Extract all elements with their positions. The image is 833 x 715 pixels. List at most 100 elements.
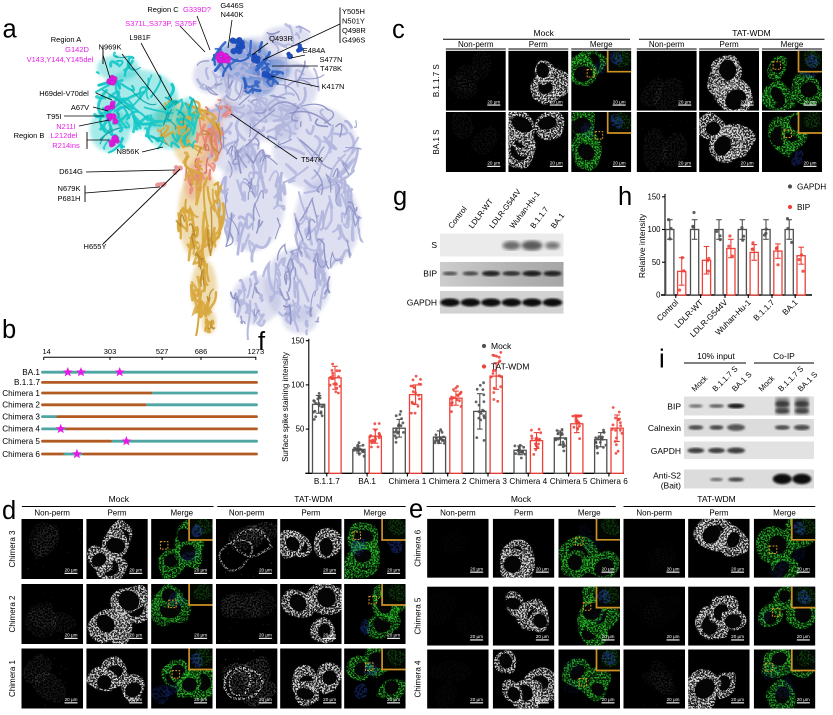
svg-text:20 μm: 20 μm <box>470 634 483 639</box>
svg-text:Mock: Mock <box>491 341 512 351</box>
svg-text:Non-perm: Non-perm <box>636 508 672 517</box>
svg-text:b: b <box>2 316 16 344</box>
svg-text:20 μm: 20 μm <box>259 568 272 573</box>
svg-text:Perm: Perm <box>107 508 126 517</box>
svg-text:20 μm: 20 μm <box>667 566 680 571</box>
svg-text:20 μm: 20 μm <box>470 566 483 571</box>
svg-text:Region C: Region C <box>147 5 179 14</box>
svg-text:P681H: P681H <box>58 194 81 203</box>
svg-text:20 μm: 20 μm <box>797 566 810 571</box>
svg-text:Non-perm: Non-perm <box>34 508 70 517</box>
svg-text:Merge: Merge <box>781 40 804 49</box>
svg-text:GAPDH: GAPDH <box>407 298 437 308</box>
svg-text:f: f <box>258 328 266 356</box>
svg-text:Chimera 2: Chimera 2 <box>429 477 467 486</box>
svg-text:50: 50 <box>652 258 661 267</box>
svg-text:20 μm: 20 μm <box>129 697 142 702</box>
svg-text:N501Y: N501Y <box>342 17 365 26</box>
svg-text:20 μm: 20 μm <box>731 634 744 639</box>
svg-text:D614G: D614G <box>59 167 83 176</box>
svg-text:20 μm: 20 μm <box>797 697 810 702</box>
svg-text:Chimera 6: Chimera 6 <box>2 450 40 459</box>
svg-text:20 μm: 20 μm <box>602 566 615 571</box>
svg-text:20 μm: 20 μm <box>65 568 78 573</box>
svg-text:20 μm: 20 μm <box>194 568 207 573</box>
svg-text:20 μm: 20 μm <box>470 697 483 702</box>
svg-text:S: S <box>431 240 437 250</box>
svg-text:Q498R: Q498R <box>342 26 366 35</box>
svg-text:20 μm: 20 μm <box>536 566 549 571</box>
svg-text:Perm: Perm <box>514 508 533 517</box>
svg-text:150: 150 <box>647 192 661 201</box>
svg-text:20 μm: 20 μm <box>323 568 336 573</box>
svg-text:20 μm: 20 μm <box>804 99 817 104</box>
svg-text:20 μm: 20 μm <box>387 633 400 638</box>
svg-text:20 μm: 20 μm <box>731 697 744 702</box>
svg-text:100: 100 <box>291 381 305 390</box>
svg-text:Merge: Merge <box>773 508 796 517</box>
svg-text:20 μm: 20 μm <box>741 161 754 166</box>
svg-text:Non-perm: Non-perm <box>229 508 265 517</box>
svg-text:20 μm: 20 μm <box>323 633 336 638</box>
svg-text:Co-IP: Co-IP <box>773 351 795 361</box>
svg-text:G339D?: G339D? <box>183 5 211 14</box>
svg-text:h: h <box>618 183 632 211</box>
svg-text:B.1.1.7: B.1.1.7 <box>314 477 340 486</box>
svg-text:150: 150 <box>291 336 305 345</box>
svg-text:H69del-V70del: H69del-V70del <box>39 89 89 98</box>
svg-text:L212del: L212del <box>51 131 78 140</box>
svg-text:T547K: T547K <box>301 155 323 164</box>
svg-text:20 μm: 20 μm <box>259 633 272 638</box>
svg-text:T478K: T478K <box>320 64 342 73</box>
svg-text:Mock: Mock <box>109 494 130 504</box>
svg-text:H655Y: H655Y <box>84 242 107 251</box>
svg-text:20 μm: 20 μm <box>678 99 691 104</box>
svg-text:BA.1 S: BA.1 S <box>432 130 441 155</box>
svg-text:20 μm: 20 μm <box>602 634 615 639</box>
svg-text:Chimera 5: Chimera 5 <box>414 597 423 634</box>
svg-text:N211I: N211I <box>56 122 75 131</box>
svg-text:20 μm: 20 μm <box>387 697 400 702</box>
svg-text:S477N: S477N <box>320 55 343 64</box>
svg-text:G142D: G142D <box>65 45 89 54</box>
svg-text:c: c <box>392 16 405 44</box>
svg-text:20 μm: 20 μm <box>804 161 817 166</box>
svg-text:20 μm: 20 μm <box>602 697 615 702</box>
svg-text:20 μm: 20 μm <box>613 99 626 104</box>
svg-text:Chimera 2: Chimera 2 <box>2 401 40 410</box>
svg-text:T95I: T95I <box>46 112 61 121</box>
svg-text:g: g <box>393 183 407 211</box>
svg-text:Chimera 3: Chimera 3 <box>8 530 17 567</box>
svg-text:i: i <box>659 346 665 374</box>
svg-text:Relative intensity: Relative intensity <box>637 213 647 278</box>
svg-text:20 μm: 20 μm <box>550 99 563 104</box>
svg-text:Perm: Perm <box>301 508 320 517</box>
svg-text:Chimera 4: Chimera 4 <box>509 477 547 486</box>
svg-text:Chimera 4: Chimera 4 <box>414 660 423 697</box>
svg-text:TAT-WDM: TAT-WDM <box>732 28 770 38</box>
svg-text:L981F: L981F <box>129 33 151 42</box>
svg-text:20 μm: 20 μm <box>194 633 207 638</box>
svg-text:E484A: E484A <box>303 46 326 55</box>
svg-text:Perm: Perm <box>720 40 739 49</box>
svg-text:Chimera 6: Chimera 6 <box>414 529 423 566</box>
svg-text:GAPDH: GAPDH <box>797 183 826 192</box>
svg-text:20 μm: 20 μm <box>667 634 680 639</box>
svg-text:20 μm: 20 μm <box>797 634 810 639</box>
svg-text:Y505H: Y505H <box>342 7 365 16</box>
svg-text:20 μm: 20 μm <box>550 161 563 166</box>
svg-text:N679K: N679K <box>58 184 81 193</box>
svg-text:GAPDH: GAPDH <box>651 446 681 456</box>
svg-text:R214ins: R214ins <box>52 141 80 150</box>
svg-text:Region A: Region A <box>51 35 81 44</box>
svg-text:d: d <box>2 497 16 525</box>
svg-text:Calnexin: Calnexin <box>648 423 681 433</box>
svg-text:Chimera 1: Chimera 1 <box>389 477 427 486</box>
svg-text:100: 100 <box>647 225 661 234</box>
svg-text:20 μm: 20 μm <box>194 697 207 702</box>
svg-text:BIP: BIP <box>423 269 437 279</box>
svg-text:527: 527 <box>156 347 169 356</box>
svg-text:20 μm: 20 μm <box>129 633 142 638</box>
svg-text:20 μm: 20 μm <box>259 697 272 702</box>
svg-text:303: 303 <box>104 347 117 356</box>
